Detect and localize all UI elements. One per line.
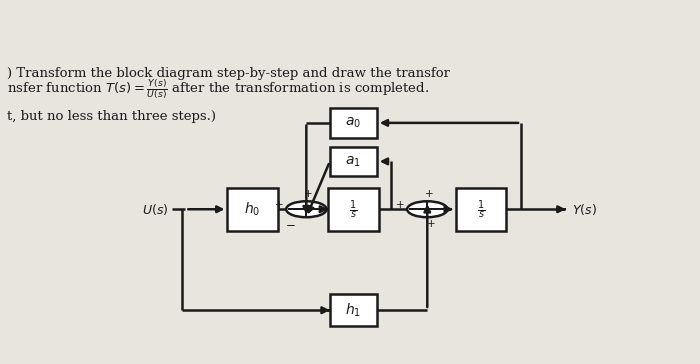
Text: +: + <box>275 200 284 210</box>
Text: −: − <box>286 219 295 232</box>
Text: $a_0$: $a_0$ <box>345 116 361 130</box>
Text: $Y(s)$: $Y(s)$ <box>572 202 596 217</box>
FancyBboxPatch shape <box>456 188 506 230</box>
Text: nsfer function $T(s) = \frac{Y(s)}{U(s)}$ after the transformation is completed.: nsfer function $T(s) = \frac{Y(s)}{U(s)}… <box>7 78 430 102</box>
FancyBboxPatch shape <box>330 147 377 176</box>
FancyBboxPatch shape <box>330 108 377 138</box>
Text: $a_1$: $a_1$ <box>346 154 361 169</box>
Text: +: + <box>425 189 433 199</box>
Text: $h_1$: $h_1$ <box>345 301 361 319</box>
Text: +: + <box>427 219 435 229</box>
Text: t, but no less than three steps.): t, but no less than three steps.) <box>7 110 216 123</box>
Circle shape <box>407 201 447 217</box>
Text: $\frac{1}{s}$: $\frac{1}{s}$ <box>349 198 358 221</box>
Text: ) Transform the block diagram step-by-step and draw the transfor: ) Transform the block diagram step-by-st… <box>7 67 450 80</box>
Text: $\frac{1}{s}$: $\frac{1}{s}$ <box>477 198 485 221</box>
Text: +: + <box>395 200 405 210</box>
FancyBboxPatch shape <box>228 188 278 230</box>
Text: $h_0$: $h_0$ <box>244 201 260 218</box>
Circle shape <box>286 201 326 217</box>
Text: $U(s)$: $U(s)$ <box>142 202 169 217</box>
FancyBboxPatch shape <box>328 188 379 230</box>
Text: +: + <box>304 189 313 199</box>
FancyBboxPatch shape <box>330 294 377 326</box>
